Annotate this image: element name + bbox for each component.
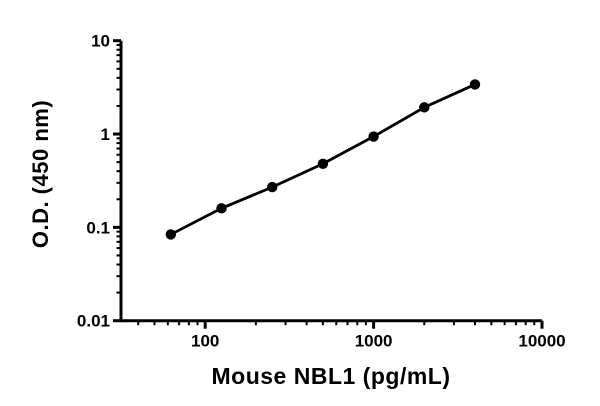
data-point [165, 229, 177, 240]
x-axis-title: Mouse NBL1 (pg/mL) [212, 363, 451, 389]
x-tick-label: 10000 [518, 332, 565, 351]
axis-spines [119, 40, 542, 323]
y-tick-label: 0.01 [77, 312, 110, 331]
data-point [317, 158, 329, 169]
x-tick-label: 1000 [355, 332, 393, 351]
data-point [469, 79, 481, 90]
y-axis-title: O.D. (450 nm) [28, 100, 53, 248]
data-point [368, 131, 379, 142]
chart-plot-area: 100 1000 10000 10 1 0.1 0.01 [77, 32, 566, 351]
data-point [216, 203, 227, 214]
data-point [267, 181, 278, 193]
data-point [419, 102, 430, 113]
y-tick-label: 0.1 [86, 218, 110, 237]
tick-labels: 100 1000 10000 10 1 0.1 0.01 [77, 32, 566, 351]
data-points [165, 79, 481, 240]
x-tick-label: 100 [191, 332, 219, 351]
y-tick-label: 1 [101, 125, 110, 144]
y-tick-label: 10 [91, 32, 110, 51]
